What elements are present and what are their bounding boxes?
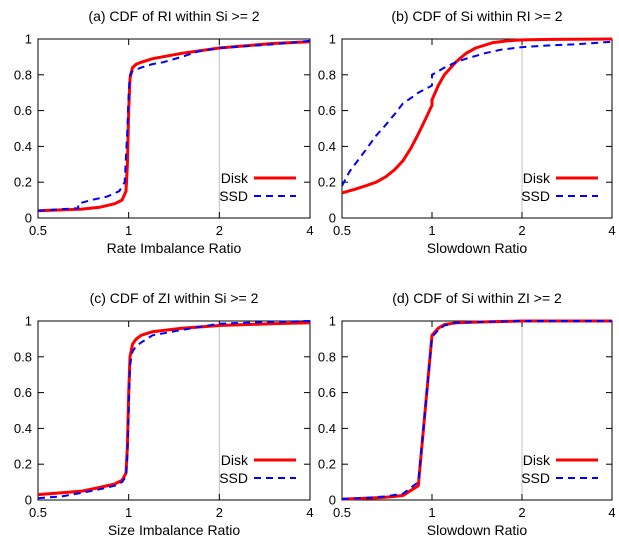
series-line-disk: [37, 40, 311, 213]
x-axis-label: Size Imbalance Ratio: [108, 522, 241, 538]
y-tick-label: 0.2: [318, 457, 336, 472]
y-tick-label: 0: [329, 493, 336, 508]
x-axis-label: Rate Imbalance Ratio: [107, 240, 242, 256]
y-tick-label: 0.2: [318, 175, 336, 190]
x-tick-label: 2: [518, 223, 525, 238]
chart-panel-3: (d) CDF of Si within ZI >= 2 0 0.2 0.4 0.6 0.…: [318, 290, 616, 538]
y-tick-label: 0.4: [318, 139, 336, 154]
y-tick-label: 0.8: [14, 67, 32, 82]
x-tick-label: 2: [216, 223, 223, 238]
y-tick-label: 1: [25, 314, 32, 329]
series-line-ssd: [37, 320, 311, 500]
y-tick-label: 0: [329, 211, 336, 226]
legend-label-disk: Disk: [221, 452, 249, 468]
x-tick-label: 4: [608, 505, 615, 520]
chart-panel-2: (c) CDF of ZI within Si >= 2 0 0.2 0.4 0.6 0.…: [14, 290, 314, 538]
y-tick-label: 0.6: [318, 385, 336, 400]
legend-label-disk: Disk: [523, 170, 551, 186]
x-tick-label: 0.5: [333, 505, 351, 520]
chart-panel-1: (b) CDF of Si within RI >= 2 0 0.2 0.4 0.6 0.…: [318, 8, 616, 256]
x-tick-label: 1: [125, 223, 132, 238]
chart-title: (b) CDF of Si within RI >= 2: [391, 8, 562, 24]
y-tick-label: 1: [329, 32, 336, 47]
legend-label-disk: Disk: [523, 452, 551, 468]
x-axis-label: Slowdown Ratio: [427, 522, 528, 538]
x-tick-label: 2: [518, 505, 525, 520]
y-tick-label: 0.6: [14, 385, 32, 400]
x-tick-label: 1: [428, 223, 435, 238]
y-tick-label: 1: [329, 314, 336, 329]
legend-label-disk: Disk: [221, 170, 249, 186]
plot-frame: [37, 320, 311, 501]
legend-label-ssd: SSD: [521, 470, 550, 486]
x-tick-label: 2: [216, 505, 223, 520]
chart-panel-0: (a) CDF of RI within Si >= 2 0 0.2 0.4 0.6 0.…: [14, 8, 314, 256]
series-line-disk: [37, 321, 311, 497]
plot-frame: [341, 38, 613, 219]
y-tick-label: 1: [25, 32, 32, 47]
y-tick-label: 0.8: [318, 67, 336, 82]
y-tick-label: 0.6: [14, 103, 32, 118]
x-tick-label: 1: [428, 505, 435, 520]
y-tick-label: 0.6: [318, 103, 336, 118]
y-tick-label: 0.2: [14, 175, 32, 190]
y-tick-label: 0: [25, 211, 32, 226]
y-tick-label: 0.8: [318, 349, 336, 364]
plot-frame: [37, 38, 311, 219]
x-tick-label: 0.5: [29, 223, 47, 238]
series-line-disk: [341, 37, 613, 195]
y-tick-label: 0.4: [14, 139, 32, 154]
y-tick-label: 0: [25, 493, 32, 508]
plot-frame: [341, 320, 613, 501]
series-line-disk: [341, 319, 612, 501]
legend-label-ssd: SSD: [219, 188, 248, 204]
x-tick-label: 0.5: [29, 505, 47, 520]
chart-title: (a) CDF of RI within Si >= 2: [88, 8, 259, 24]
x-tick-label: 4: [306, 223, 313, 238]
series-line-ssd: [341, 40, 613, 187]
series-line-ssd: [37, 39, 311, 212]
y-tick-label: 0.2: [14, 457, 32, 472]
x-tick-label: 4: [608, 223, 615, 238]
chart-title: (c) CDF of ZI within Si >= 2: [90, 290, 259, 306]
y-tick-label: 0.4: [14, 421, 32, 436]
chart-title: (d) CDF of Si within ZI >= 2: [392, 290, 562, 306]
x-tick-label: 0.5: [333, 223, 351, 238]
x-axis-label: Slowdown Ratio: [427, 240, 528, 256]
x-tick-label: 1: [125, 505, 132, 520]
legend-label-ssd: SSD: [521, 188, 550, 204]
x-tick-label: 4: [306, 505, 313, 520]
legend-label-ssd: SSD: [219, 470, 248, 486]
series-line-ssd: [341, 320, 612, 501]
y-tick-label: 0.8: [14, 349, 32, 364]
y-tick-label: 0.4: [318, 421, 336, 436]
